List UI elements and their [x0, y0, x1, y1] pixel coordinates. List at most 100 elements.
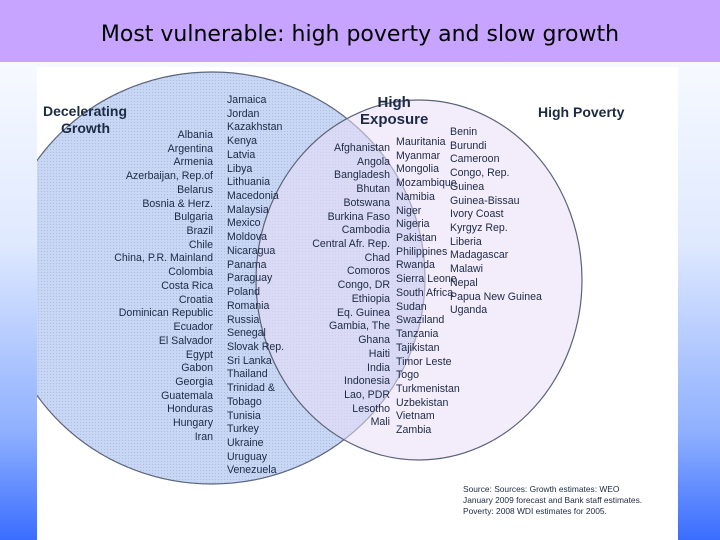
country-label: Bhutan [356, 183, 390, 196]
country-label: Argentina [167, 142, 213, 155]
country-label: Uganda [450, 304, 488, 317]
country-label: Jamaica [227, 94, 267, 106]
region-growth-only-b: Jamaica Jordan Kazakhstan Kenya Latvia Libya L… [227, 94, 284, 478]
country-label: Ethiopia [351, 292, 390, 305]
country-label: Mongolia [396, 163, 439, 176]
country-label: Mauritania [396, 136, 446, 148]
country-label: Turkey [227, 423, 259, 436]
country-label: Tunisia [227, 409, 261, 422]
country-label: Sierra Leone [396, 273, 457, 286]
country-label: Niger [396, 204, 422, 217]
country-label: Burundi [450, 139, 487, 152]
country-label: Ivory Coast [450, 208, 504, 221]
country-label: Botswana [343, 196, 390, 209]
country-label: Bosnia & Herz. [142, 197, 213, 210]
country-label: Georgia [175, 375, 213, 388]
country-label: Venezuela [227, 464, 277, 477]
country-label: Costa Rica [161, 279, 213, 292]
country-label: Tanzania [396, 328, 439, 341]
country-label: Macedonia [227, 190, 279, 203]
country-label: Ecuador [173, 321, 213, 334]
country-label: Libya [227, 162, 253, 175]
country-label: Kenya [227, 135, 258, 148]
country-label: Gabon [181, 362, 213, 375]
country-label: Congo, DR [337, 279, 390, 292]
country-label: Russia [227, 313, 260, 326]
country-label: Zambia [396, 424, 432, 437]
country-label: Nepal [450, 276, 478, 289]
country-label: Papua New Guinea [450, 290, 542, 303]
country-label: Namibia [396, 190, 435, 203]
region-overlap-b: Mauritania Myanmar Mongolia Mozambique Namib… [396, 136, 460, 438]
country-label: Slovak Rep. [227, 340, 285, 353]
region-poverty-only: Benin Burundi Cameroon Congo, Rep. Guinea Gui… [450, 126, 542, 318]
country-label: Mozambique [396, 177, 457, 190]
country-label: Indonesia [344, 375, 390, 388]
country-label: Guatemala [161, 389, 213, 402]
country-label: Honduras [167, 403, 213, 416]
country-label: Dominican Republic [118, 307, 213, 320]
country-label: Poland [227, 286, 260, 299]
country-label: Burkina Faso [327, 210, 390, 223]
heading-high-poverty: High Poverty [538, 104, 625, 120]
country-label: Liberia [450, 235, 482, 248]
country-label: Cambodia [341, 224, 390, 237]
country-label: Romania [227, 299, 270, 312]
country-label: Armenia [173, 156, 213, 169]
country-label: Jordan [227, 107, 260, 120]
country-label: Moldova [227, 231, 268, 244]
country-label: Togo [396, 369, 419, 382]
venn-diagram [37, 71, 583, 485]
country-label: Thailand [227, 368, 268, 381]
page-title: Most vulnerable: high poverty and slow g… [100, 22, 620, 47]
country-label: Iran [194, 430, 213, 443]
country-label: Chad [364, 251, 390, 264]
poverty-circle [255, 99, 583, 461]
country-label: India [367, 361, 390, 374]
country-label: Eq. Guinea [336, 306, 390, 319]
country-label: Bangladesh [334, 169, 390, 182]
country-label: Tobago [227, 395, 262, 408]
country-label: Belarus [177, 183, 213, 196]
country-label: Sri Lanka [227, 354, 272, 367]
country-label: Malawi [450, 263, 483, 276]
country-label: Malaysia [227, 203, 269, 216]
country-label: El Salvador [158, 334, 213, 347]
country-label: Paraguay [227, 272, 273, 285]
country-label: Afghanistan [334, 142, 390, 154]
country-label: Timor Leste [396, 355, 452, 368]
country-label: Lesotho [352, 402, 390, 415]
country-label: Haiti [368, 347, 390, 360]
source-note: Source: Sources: Growth estimates: WEO J… [463, 484, 643, 517]
country-label: Brazil [186, 225, 214, 238]
country-label: Central Afr. Rep. [312, 238, 390, 251]
country-label: Cameroon [450, 153, 500, 166]
country-label: Angola [357, 155, 390, 168]
country-label: Albania [177, 129, 213, 141]
country-label: Gambia, The [328, 320, 390, 333]
country-label: Croatia [178, 293, 213, 306]
country-label: Pakistan [396, 232, 437, 245]
country-label: Lao, PDR [344, 388, 390, 401]
country-label: Nicaragua [227, 244, 276, 257]
country-label: South Africa [396, 286, 454, 299]
country-label: Colombia [168, 266, 213, 279]
country-label: Bulgaria [174, 211, 213, 224]
region-growth-only-a: Albania Argentina Armenia Azerbaijan, Rep.o… [114, 129, 213, 445]
country-label: Kyrgyz Rep. [450, 222, 508, 235]
country-label: Guinea-Bissau [450, 194, 520, 207]
country-label: Swaziland [396, 314, 445, 327]
country-label: Sudan [396, 300, 427, 313]
country-label: Ukraine [227, 436, 264, 449]
country-label: Mexico [227, 217, 261, 230]
country-label: Vietnam [396, 410, 435, 423]
country-label: Nigeria [396, 218, 430, 231]
region-overlap-a: Afghanistan Angola Bangladesh Bhutan Botswan… [312, 142, 390, 430]
heading-decelerating-growth: Decelerating Growth [43, 103, 128, 136]
country-label: Philippines [396, 245, 448, 258]
country-label: Comoros [347, 265, 390, 278]
country-label: China, P.R. Mainland [114, 252, 213, 265]
country-label: Uruguay [227, 450, 268, 463]
country-label: Azerbaijan, Rep.of [125, 170, 213, 183]
country-label: Senegal [227, 327, 266, 340]
